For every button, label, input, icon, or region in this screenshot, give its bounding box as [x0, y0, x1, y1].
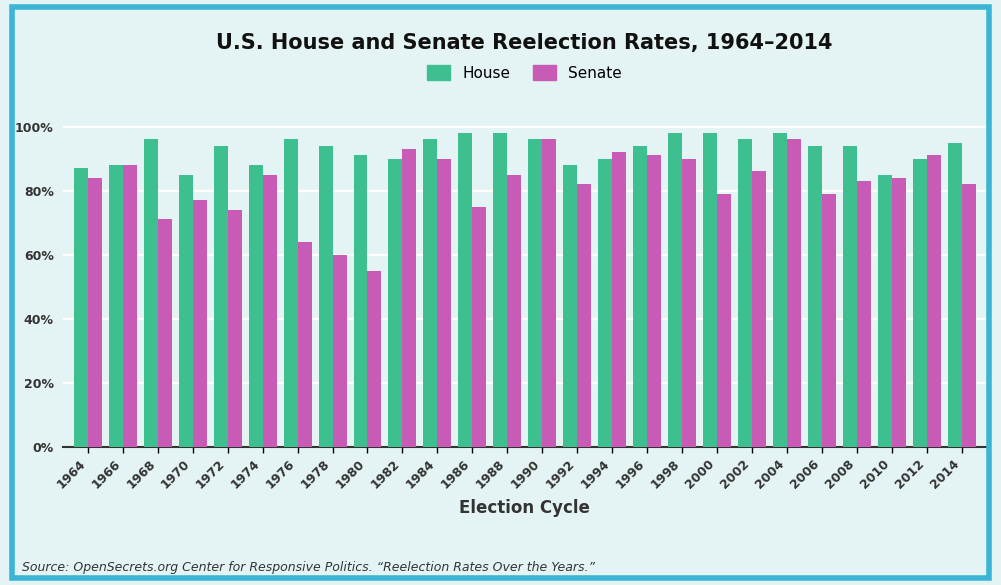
Bar [458, 133, 472, 447]
Bar [88, 178, 102, 447]
Bar [948, 143, 962, 447]
Bar [318, 146, 332, 447]
Bar [808, 146, 822, 447]
Bar [878, 174, 892, 447]
X-axis label: Election Cycle: Election Cycle [459, 500, 591, 517]
Bar [472, 207, 486, 447]
Bar [332, 254, 346, 447]
Bar [717, 194, 731, 447]
Bar [297, 242, 311, 447]
Bar [367, 271, 381, 447]
Bar [752, 171, 766, 447]
Bar [423, 139, 437, 447]
Bar [388, 159, 402, 447]
Bar [578, 184, 592, 447]
Bar [633, 146, 647, 447]
Legend: House, Senate: House, Senate [421, 58, 629, 87]
Bar [437, 159, 451, 447]
Bar [564, 165, 578, 447]
Bar [892, 178, 906, 447]
Bar [787, 139, 801, 447]
Bar [668, 133, 682, 447]
Bar [857, 181, 871, 447]
Bar [529, 139, 543, 447]
Bar [612, 152, 626, 447]
Bar [682, 159, 696, 447]
Bar [123, 165, 137, 447]
Bar [227, 210, 241, 447]
Bar [158, 219, 172, 447]
Bar [214, 146, 227, 447]
Bar [913, 159, 927, 447]
Bar [703, 133, 717, 447]
Bar [822, 194, 836, 447]
Bar [179, 174, 193, 447]
Bar [738, 139, 752, 447]
Bar [74, 168, 88, 447]
Bar [647, 156, 661, 447]
Bar [262, 174, 276, 447]
Bar [773, 133, 787, 447]
Bar [144, 139, 158, 447]
Bar [193, 200, 207, 447]
Bar [353, 156, 367, 447]
Bar [843, 146, 857, 447]
Bar [283, 139, 297, 447]
Bar [109, 165, 123, 447]
Bar [599, 159, 612, 447]
Bar [543, 139, 557, 447]
Text: Source: OpenSecrets.org Center for Responsive Politics. “Reelection Rates Over t: Source: OpenSecrets.org Center for Respo… [22, 562, 595, 574]
Title: U.S. House and Senate Reelection Rates, 1964–2014: U.S. House and Senate Reelection Rates, … [216, 33, 833, 53]
Bar [402, 149, 416, 447]
Bar [508, 174, 522, 447]
Bar [493, 133, 508, 447]
Bar [927, 156, 941, 447]
Bar [962, 184, 976, 447]
Bar [248, 165, 262, 447]
